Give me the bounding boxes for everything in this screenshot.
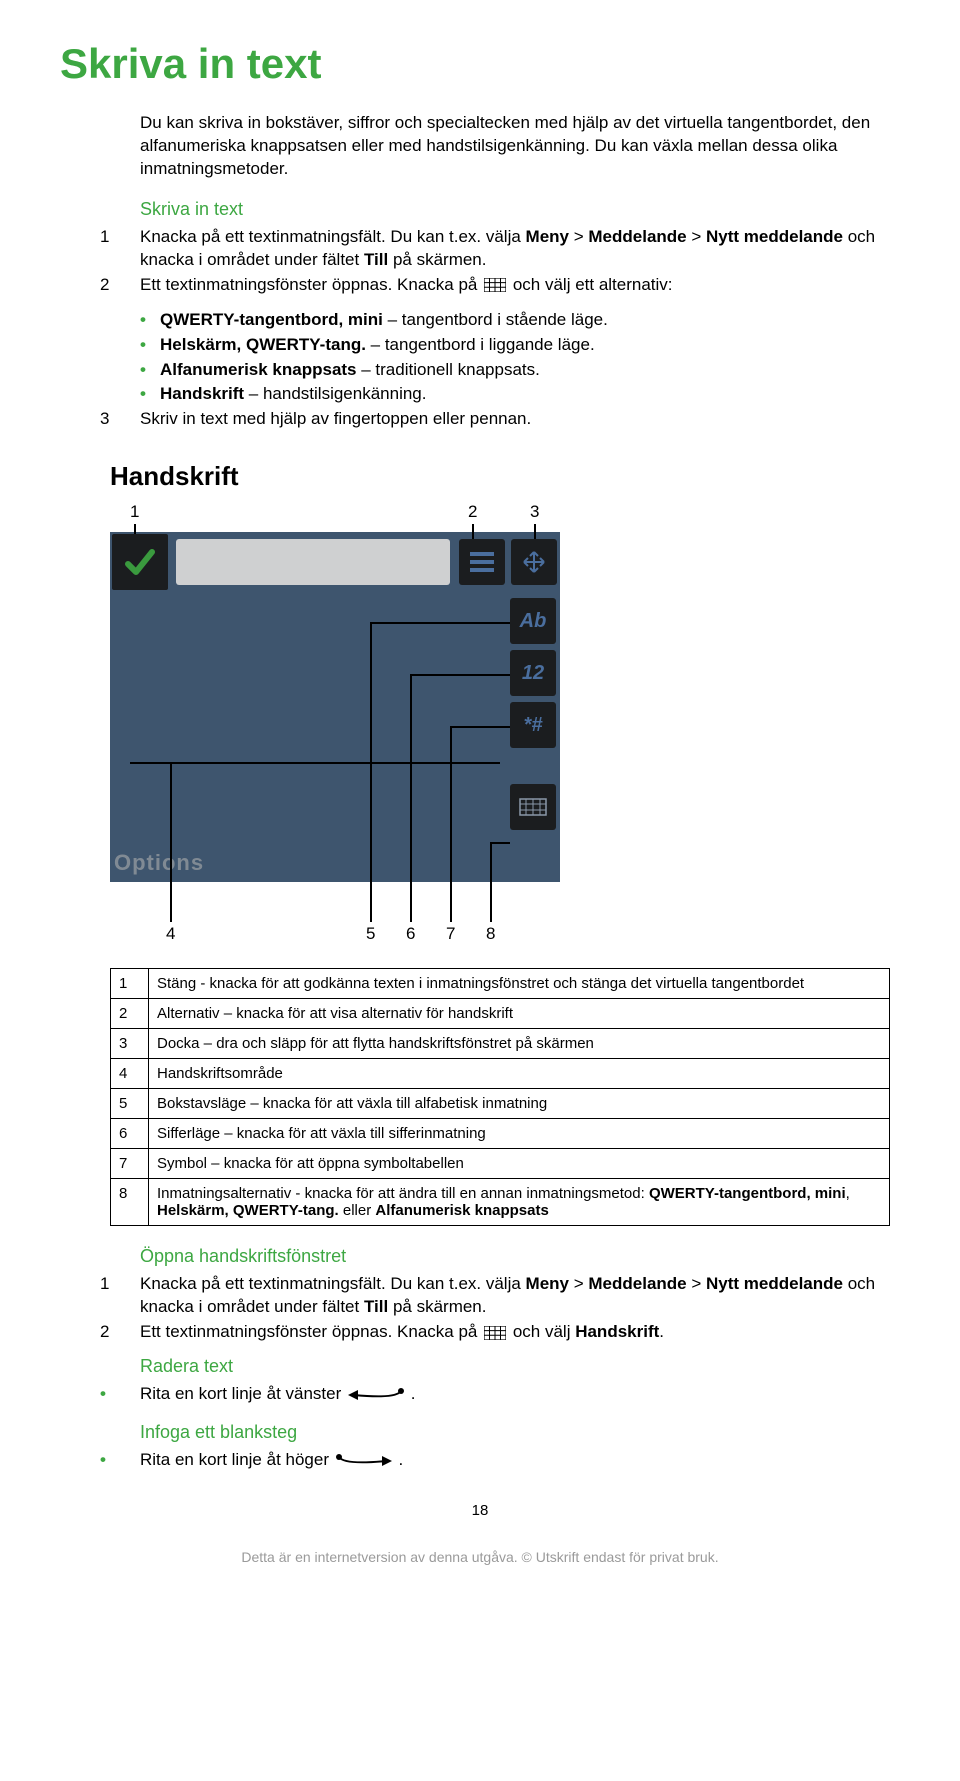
number-mode-button[interactable]: 12 — [510, 650, 556, 696]
bullet-list: • Rita en kort linje åt vänster . — [100, 1383, 900, 1406]
step-list: 1 Knacka på ett textinmatningsfält. Du k… — [100, 1273, 900, 1344]
callout-label: 6 — [406, 924, 415, 944]
bullet-dot: • — [140, 334, 160, 357]
screenshot-mock: Ab 12 *# Options — [110, 532, 560, 882]
swipe-left-icon — [346, 1388, 406, 1402]
step-text: Skriv in text med hjälp av fingertoppen … — [140, 408, 900, 431]
section-heading: Radera text — [140, 1356, 900, 1377]
table-row: 8 Inmatningsalternativ - knacka för att … — [111, 1179, 890, 1226]
keyboard-icon — [484, 278, 506, 292]
letter-mode-button[interactable]: Ab — [510, 598, 556, 644]
bullet-dot: • — [140, 383, 160, 406]
step-text: Ett textinmatningsfönster öppnas. Knacka… — [140, 1321, 900, 1344]
table-row: 4Handskriftsområde — [111, 1059, 890, 1089]
table-row: 2Alternativ – knacka för att visa altern… — [111, 999, 890, 1029]
callout-label: 3 — [530, 502, 539, 522]
page-footer: 18 Detta är en internetversion av denna … — [60, 1502, 900, 1565]
callout-label: 4 — [166, 924, 175, 944]
callout-label: 7 — [446, 924, 455, 944]
callout-label: 8 — [486, 924, 495, 944]
step-number: 3 — [100, 408, 140, 431]
bullet-list: •QWERTY-tangentbord, mini – tangentbord … — [140, 309, 900, 407]
section-heading: Öppna handskriftsfönstret — [140, 1246, 900, 1267]
bullet-dot: • — [140, 359, 160, 382]
step-number: 1 — [100, 226, 140, 272]
page-number: 18 — [60, 1502, 900, 1519]
handwriting-line[interactable] — [130, 762, 500, 764]
section-heading: Skriva in text — [140, 199, 900, 220]
step-list: 1 Knacka på ett textinmatningsfält. Du k… — [100, 226, 900, 297]
step-text: Ett textinmatningsfönster öppnas. Knacka… — [140, 274, 900, 297]
table-row: 1Stäng - knacka för att godkänna texten … — [111, 969, 890, 999]
section-heading: Infoga ett blanksteg — [140, 1422, 900, 1443]
input-preview[interactable] — [176, 539, 450, 585]
bullet-list: • Rita en kort linje åt höger . — [100, 1449, 900, 1472]
step-number: 2 — [100, 274, 140, 297]
swipe-right-icon — [334, 1454, 394, 1468]
step-list: 3 Skriv in text med hjälp av fingertoppe… — [100, 408, 900, 431]
bullet-dot: • — [140, 309, 160, 332]
handwriting-heading: Handskrift — [110, 461, 900, 492]
table-row: 5Bokstavsläge – knacka för att växla til… — [111, 1089, 890, 1119]
table-row: 7Symbol – knacka för att öppna symboltab… — [111, 1149, 890, 1179]
bullet-dot: • — [100, 1449, 140, 1472]
step-number: 1 — [100, 1273, 140, 1319]
bullet-dot: • — [100, 1383, 140, 1406]
table-row: 3Docka – dra och släpp för att flytta ha… — [111, 1029, 890, 1059]
copyright: Detta är en internetversion av denna utg… — [60, 1549, 900, 1565]
close-check-button[interactable] — [112, 534, 168, 590]
intro-paragraph: Du kan skriva in bokstäver, siffror och … — [140, 112, 900, 181]
description-table: 1Stäng - knacka för att godkänna texten … — [110, 968, 890, 1226]
symbol-mode-button[interactable]: *# — [510, 702, 556, 748]
keyboard-icon — [484, 1326, 506, 1340]
callout-label: 5 — [366, 924, 375, 944]
step-text: Knacka på ett textinmatningsfält. Du kan… — [140, 1273, 900, 1319]
bullet-text: Rita en kort linje åt höger . — [140, 1449, 403, 1472]
bullet-text: Rita en kort linje åt vänster . — [140, 1383, 415, 1406]
input-method-button[interactable] — [510, 784, 556, 830]
page-title: Skriva in text — [60, 40, 900, 88]
step-number: 2 — [100, 1321, 140, 1344]
table-row: 6Sifferläge – knacka för att växla till … — [111, 1119, 890, 1149]
step-text: Knacka på ett textinmatningsfält. Du kan… — [140, 226, 900, 272]
dock-button[interactable] — [511, 539, 557, 585]
options-menu-button[interactable] — [459, 539, 505, 585]
options-softkey[interactable]: Options — [114, 850, 204, 876]
callout-label: 1 — [130, 502, 139, 522]
callout-label: 2 — [468, 502, 477, 522]
handwriting-diagram: 1 2 3 Ab 12 *# Op — [110, 502, 900, 948]
